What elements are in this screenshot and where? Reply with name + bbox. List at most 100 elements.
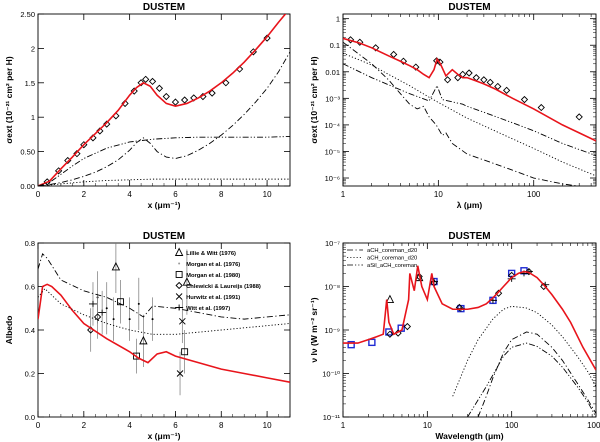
data-point <box>356 38 364 46</box>
data-point <box>142 75 150 83</box>
y-tick-label: 0.4 <box>25 326 35 335</box>
y-tick-label: 1.5 <box>25 79 35 88</box>
data-point <box>575 113 583 121</box>
data-point <box>502 86 511 94</box>
y-tick-label: 0.50 <box>20 148 35 157</box>
y-tick-label: 0.2 <box>25 370 35 379</box>
y-tick-label: 10⁻⁶ <box>325 174 340 183</box>
y-tick-label: 1 <box>31 113 35 122</box>
series-line <box>38 14 287 186</box>
data-point <box>137 79 145 87</box>
data-point <box>480 76 488 84</box>
x-tick-label: 0 <box>36 421 41 430</box>
data-point <box>130 87 138 95</box>
plot-frame <box>342 242 597 418</box>
legend-marker <box>174 247 184 256</box>
panel-title: DUSTEM <box>143 2 185 13</box>
series-line <box>343 63 596 156</box>
data-point <box>372 44 380 52</box>
y-tick-label: 0.8 <box>25 239 35 248</box>
panel-emission-sed: DUSTEM Wavelength (μm) ν Iν (W m⁻² sr⁻¹)… <box>309 231 600 441</box>
plot-frame <box>37 13 291 187</box>
plot-data <box>343 36 596 186</box>
data-point <box>394 329 402 337</box>
data-point <box>346 36 355 44</box>
y-tick-label: 0.1 <box>330 41 340 50</box>
data-point <box>368 338 376 347</box>
data-point <box>103 120 111 128</box>
data-point <box>386 330 394 338</box>
y-tick-label: 10⁻⁵ <box>325 147 340 156</box>
x-tick-label: 4 <box>127 421 132 430</box>
data-point <box>121 99 129 108</box>
legend-label: aSil_aCH_coreman <box>367 263 417 269</box>
legend-marker <box>175 304 184 311</box>
data-point <box>162 92 170 101</box>
data-point <box>171 98 180 106</box>
data-point <box>385 328 393 336</box>
legend-label: aCH_coreman_d20 <box>367 248 417 254</box>
y-axis-label: ν Iν (W m⁻² sr⁻¹) <box>309 297 319 362</box>
data-point <box>105 307 108 310</box>
data-point <box>537 103 545 112</box>
series-line <box>467 342 596 417</box>
x-axis-label: x (μm⁻¹) <box>148 200 181 210</box>
series-line <box>343 37 596 142</box>
x-tick-label: 2 <box>82 190 87 199</box>
x-tick-label: 1000 <box>587 421 600 430</box>
x-tick-label: 0 <box>36 190 41 199</box>
data-point <box>208 89 216 97</box>
y-axis-label: Albedo <box>4 316 14 345</box>
series-line <box>452 305 596 397</box>
legend-marker <box>175 293 183 300</box>
data-point <box>151 318 154 321</box>
data-point <box>128 318 131 321</box>
x-tick-label: 8 <box>219 421 224 430</box>
y-tick-label: 1 <box>336 15 340 24</box>
x-tick-label: 1 <box>341 421 346 430</box>
panel-extinction-vs-wavelength: DUSTEM λ (μm) σext (10⁻²¹ cm² per H) 1 10… <box>309 2 597 210</box>
y-tick-label: 0.00 <box>20 182 35 191</box>
data-point <box>180 96 189 104</box>
x-tick-label: 6 <box>173 190 178 199</box>
data-point <box>179 317 186 325</box>
data-point <box>176 370 184 377</box>
data-point <box>137 302 140 305</box>
y-tick-label: 0.01 <box>325 68 340 77</box>
x-axis-label: Wavelength (μm) <box>435 431 503 441</box>
y-tick-label: 10⁻³ <box>325 94 340 103</box>
plot-data <box>38 243 290 396</box>
data-point <box>520 95 529 104</box>
x-tick-label: 100 <box>505 421 519 430</box>
x-tick-label: 4 <box>127 190 132 199</box>
series-line <box>38 136 290 186</box>
series-line <box>38 253 290 320</box>
series-line <box>38 51 290 186</box>
data-point <box>98 309 107 316</box>
data-point <box>455 303 464 312</box>
data-point <box>433 57 441 65</box>
data-point <box>139 335 148 345</box>
series-line <box>38 178 290 186</box>
y-tick-label: 0.0 <box>25 413 35 422</box>
data-point <box>96 127 104 135</box>
data-point <box>399 57 408 65</box>
legend-label: Morgan et al. (1976) <box>186 262 240 268</box>
x-axis-label: λ (μm) <box>457 200 483 210</box>
x-tick-label: 1 <box>341 190 346 199</box>
data-point <box>88 300 97 307</box>
y-axis-label: σext (10⁻²¹ cm² per H) <box>309 56 319 143</box>
series-line <box>477 331 596 417</box>
panel-title: DUSTEM <box>143 231 185 242</box>
data-point <box>222 79 230 87</box>
legend-label: Witt et al. (1997) <box>186 306 230 312</box>
legend-label: Chlewicki & Laureijs (1988) <box>186 284 261 290</box>
x-tick-label: 10 <box>263 190 272 199</box>
series-line <box>343 41 581 186</box>
series-line <box>38 288 290 335</box>
data-point <box>182 277 192 286</box>
x-tick-label: 10 <box>263 421 272 430</box>
legend-label: Hurwitz et al. (1991) <box>186 295 240 301</box>
panel-albedo: DUSTEM x (μm⁻¹) Albedo 0 2 4 6 8 10 0.0 0.2 0.4 0… <box>4 231 291 441</box>
data-point <box>263 34 271 42</box>
